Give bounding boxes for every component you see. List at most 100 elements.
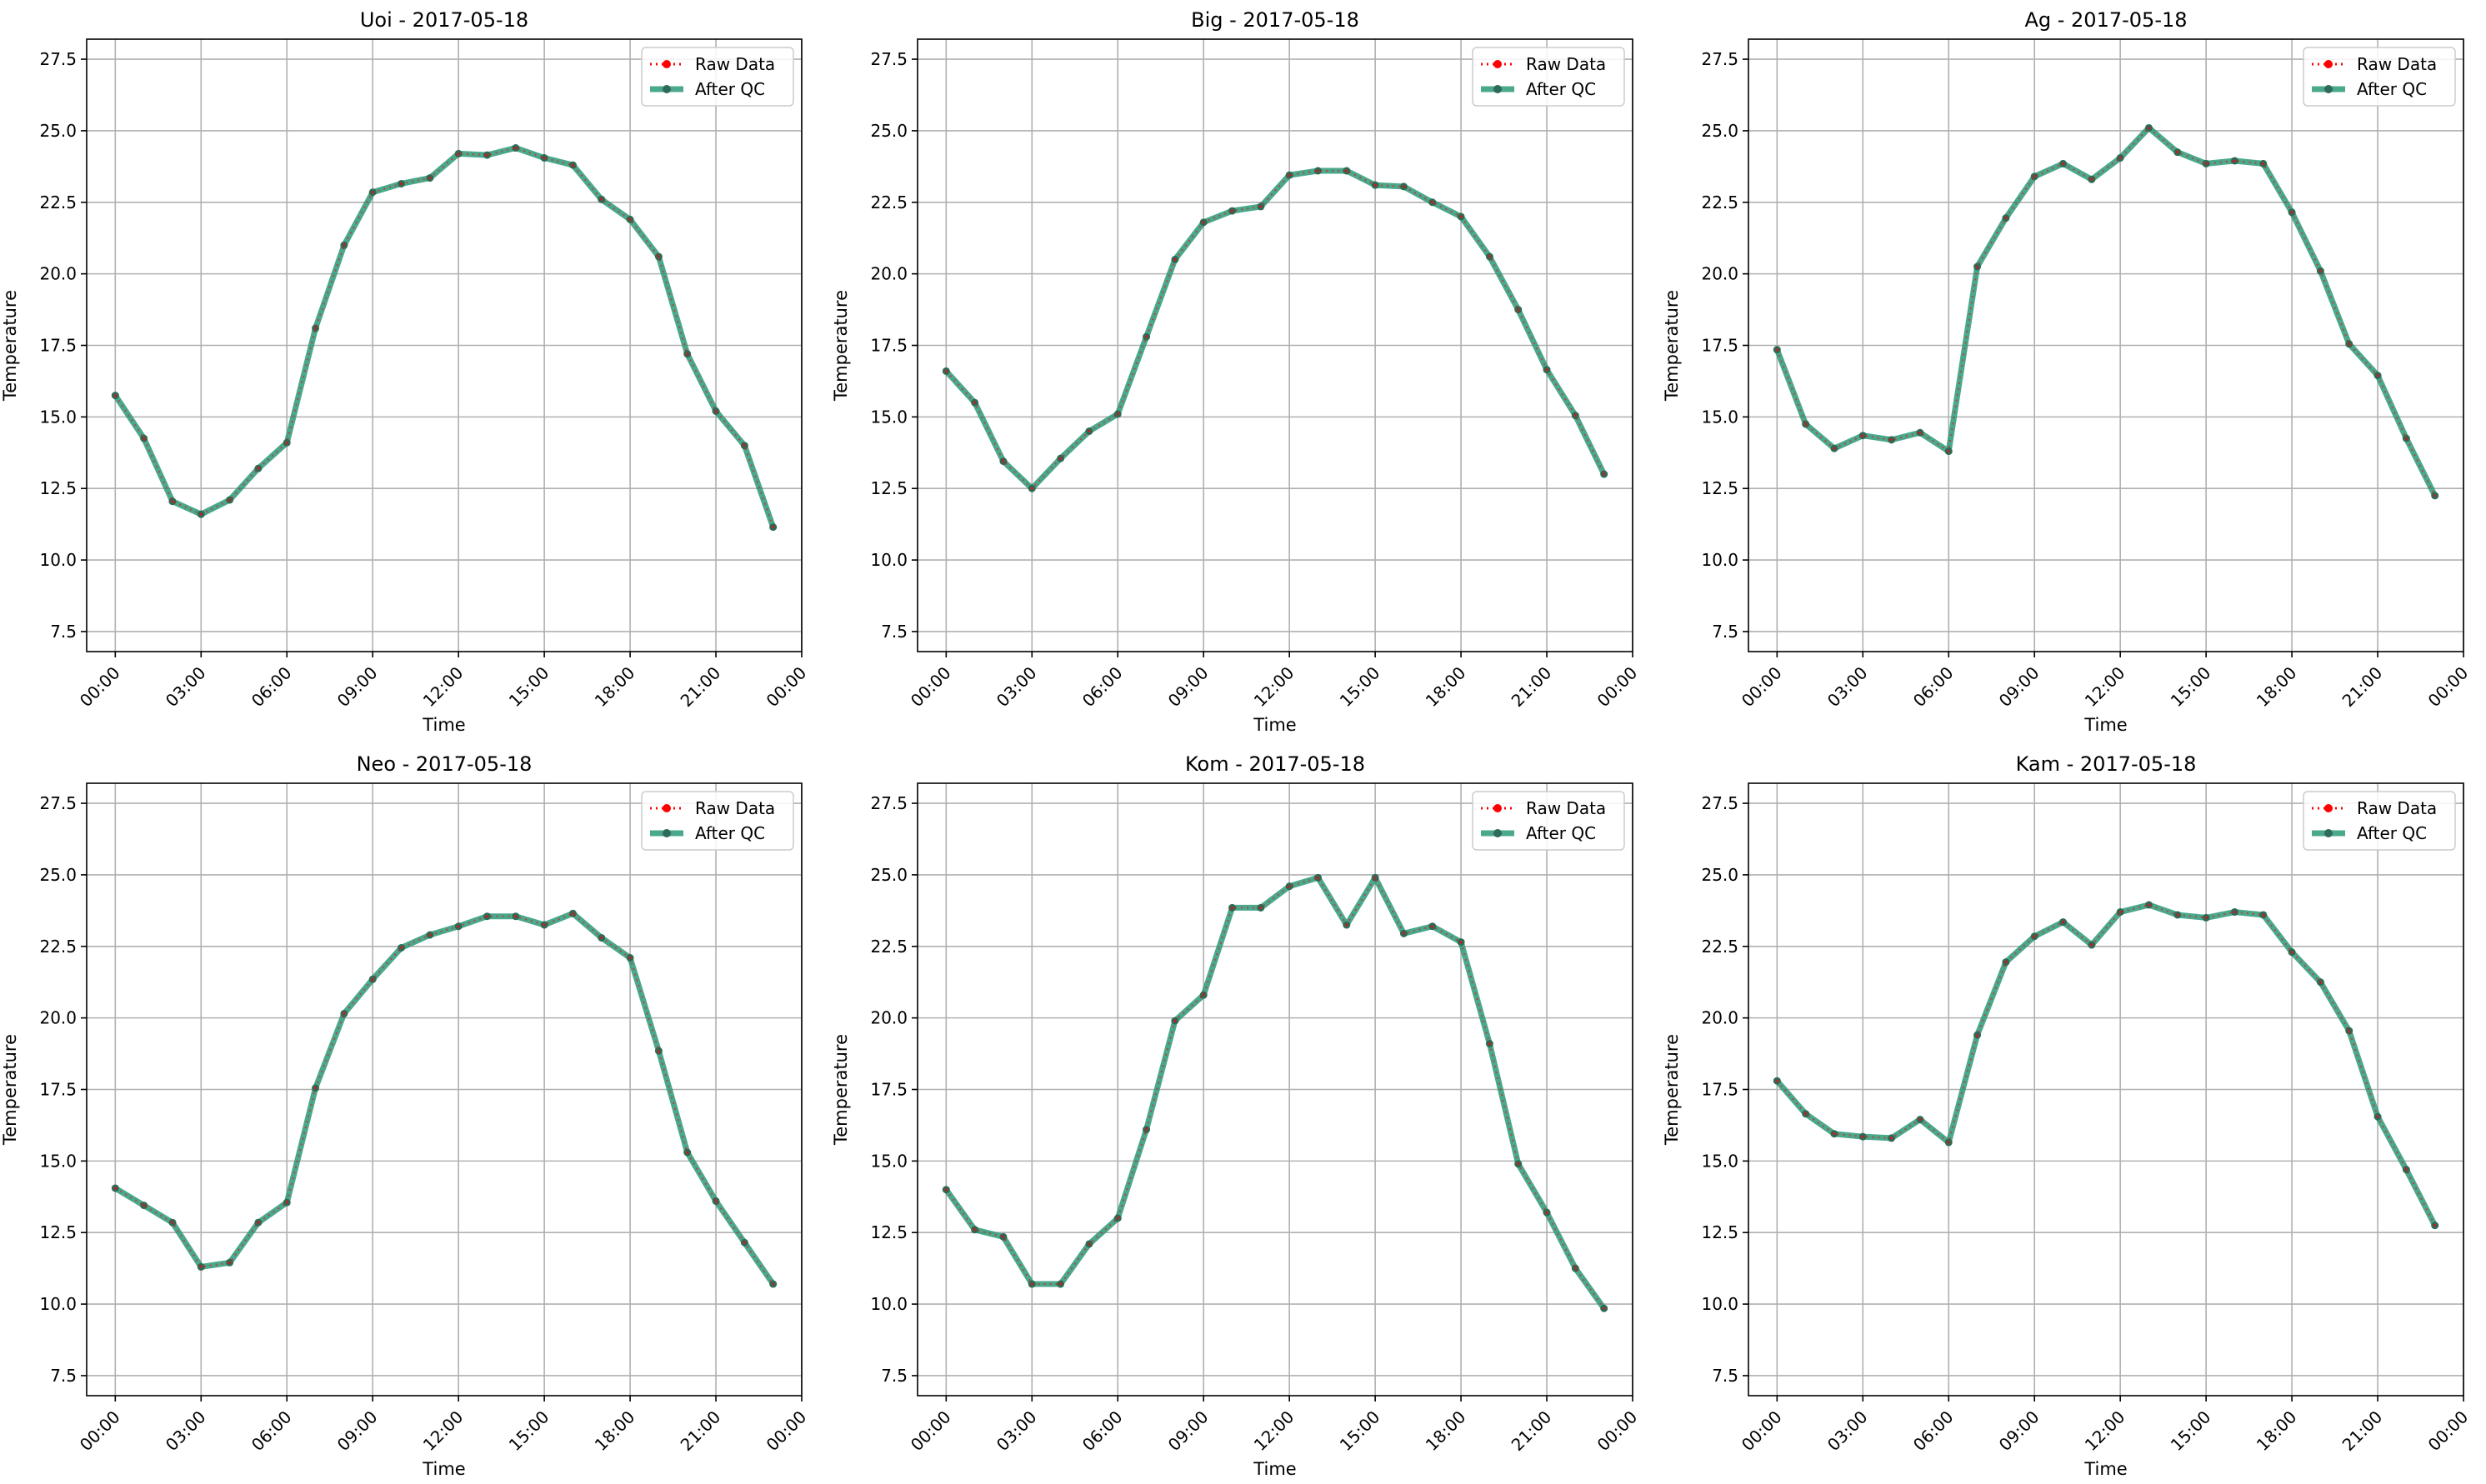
- y-tick-label: 25.0: [870, 121, 908, 141]
- raw-point: [1058, 1282, 1063, 1286]
- raw-point: [2318, 269, 2323, 273]
- x-axis-label: Time: [422, 715, 465, 735]
- raw-point: [1373, 183, 1377, 187]
- x-tick-label: 21:00: [2338, 662, 2387, 711]
- x-tick-label: 06:00: [1909, 662, 1958, 711]
- x-tick-label: 00:00: [1738, 662, 1786, 711]
- raw-point: [743, 443, 747, 447]
- raw-point: [1202, 993, 1205, 997]
- raw-point: [1803, 422, 1808, 426]
- raw-point: [599, 197, 603, 202]
- legend-qc-label: After QC: [2357, 79, 2427, 99]
- y-tick-label: 27.5: [39, 49, 77, 69]
- x-tick-label: 00:00: [763, 662, 811, 711]
- raw-point: [1516, 1162, 1520, 1166]
- raw-point: [1975, 1033, 1979, 1037]
- x-tick-label: 18:00: [591, 662, 639, 711]
- raw-point: [1803, 1112, 1808, 1116]
- raw-point: [485, 153, 489, 157]
- legend-qc-label: After QC: [1526, 79, 1596, 99]
- x-tick-label: 12:00: [419, 662, 468, 711]
- raw-point: [1861, 433, 1865, 437]
- chart-title: Neo - 2017-05-18: [357, 752, 533, 776]
- raw-point: [1116, 412, 1120, 416]
- raw-series-line: [945, 169, 1605, 490]
- y-tick-label: 22.5: [1701, 192, 1738, 212]
- raw-point: [1775, 347, 1779, 352]
- x-tick-label: 12:00: [1250, 662, 1298, 711]
- y-tick-label: 20.0: [870, 264, 908, 284]
- raw-point: [2404, 437, 2408, 440]
- x-tick-label: 15:00: [2167, 662, 2215, 711]
- y-tick-label: 15.0: [1701, 407, 1738, 427]
- x-tick-label: 15:00: [1336, 1407, 1384, 1455]
- y-tick-label: 22.5: [1701, 937, 1738, 957]
- raw-point: [1918, 431, 1922, 435]
- y-tick-label: 12.5: [870, 478, 908, 498]
- raw-point: [1402, 185, 1406, 188]
- raw-point: [1144, 335, 1148, 338]
- y-tick-label: 10.0: [1701, 550, 1738, 570]
- y-tick-label: 17.5: [870, 1080, 908, 1100]
- legend-raw-marker: [1493, 804, 1502, 812]
- x-tick-label: 21:00: [677, 662, 725, 711]
- raw-point: [657, 255, 661, 258]
- raw-point: [2376, 373, 2379, 377]
- y-tick-label: 27.5: [1701, 49, 1738, 69]
- raw-point: [399, 182, 403, 186]
- raw-point: [2204, 916, 2208, 920]
- raw-point: [1775, 1079, 1779, 1082]
- raw-point: [944, 1187, 948, 1192]
- x-tick-label: 15:00: [1336, 662, 1384, 711]
- x-tick-label: 09:00: [1995, 1407, 2043, 1455]
- y-tick-label: 17.5: [39, 1080, 77, 1100]
- x-tick-label: 15:00: [505, 662, 553, 711]
- x-tick-label: 12:00: [419, 1407, 468, 1455]
- y-tick-label: 15.0: [1701, 1151, 1738, 1171]
- x-tick-label: 18:00: [1422, 662, 1470, 711]
- y-tick-label: 7.5: [881, 622, 908, 642]
- raw-series-line: [945, 876, 1605, 1309]
- raw-point: [1602, 1307, 1606, 1311]
- axes-frame: [86, 38, 803, 652]
- raw-point: [1889, 438, 1893, 442]
- raw-point: [1488, 1042, 1492, 1046]
- x-tick-label: 09:00: [333, 1407, 382, 1455]
- raw-point: [343, 1012, 346, 1016]
- raw-point: [973, 401, 977, 404]
- raw-point: [1316, 169, 1320, 172]
- x-tick-label: 00:00: [907, 1407, 955, 1455]
- chart-title: Big - 2017-05-18: [1191, 8, 1359, 32]
- y-tick-label: 22.5: [870, 192, 908, 212]
- y-tick-label: 7.5: [1712, 622, 1738, 642]
- x-tick-label: 12:00: [2081, 1407, 2129, 1455]
- raw-point: [2004, 960, 2008, 964]
- y-tick-label: 17.5: [1701, 336, 1738, 356]
- legend-raw-label: Raw Data: [1526, 798, 1606, 818]
- legend-qc-marker: [663, 829, 671, 837]
- qc-series-line: [112, 145, 777, 531]
- y-axis-label: Temperature: [0, 1034, 20, 1146]
- legend-raw-label: Raw Data: [695, 54, 775, 74]
- y-tick-label: 27.5: [1701, 793, 1738, 813]
- raw-point: [2061, 920, 2065, 924]
- y-tick-label: 17.5: [1701, 1080, 1738, 1100]
- y-tick-label: 12.5: [1701, 1222, 1738, 1242]
- raw-point: [142, 1203, 146, 1207]
- x-tick-label: 06:00: [248, 662, 296, 711]
- y-tick-label: 10.0: [870, 1294, 908, 1314]
- qc-series-line: [1773, 124, 2438, 499]
- raw-point: [313, 327, 318, 330]
- chart-panel-kam: 00:00 03:00 06:00 09:00 12:00 15:00 18:00 21:00…: [1662, 752, 2472, 1479]
- legend-qc-label: After QC: [695, 79, 765, 99]
- x-tick-label: 18:00: [591, 1407, 639, 1455]
- raw-point: [1058, 457, 1063, 460]
- raw-point: [1002, 459, 1005, 463]
- y-tick-label: 25.0: [870, 865, 908, 885]
- y-tick-label: 12.5: [870, 1222, 908, 1242]
- legend: Raw Data After QC: [641, 791, 794, 851]
- legend-qc-marker: [2324, 829, 2333, 837]
- y-axis-label: Temperature: [1662, 290, 1682, 402]
- x-axis-label: Time: [422, 1459, 465, 1479]
- raw-series-line: [1776, 903, 2436, 1227]
